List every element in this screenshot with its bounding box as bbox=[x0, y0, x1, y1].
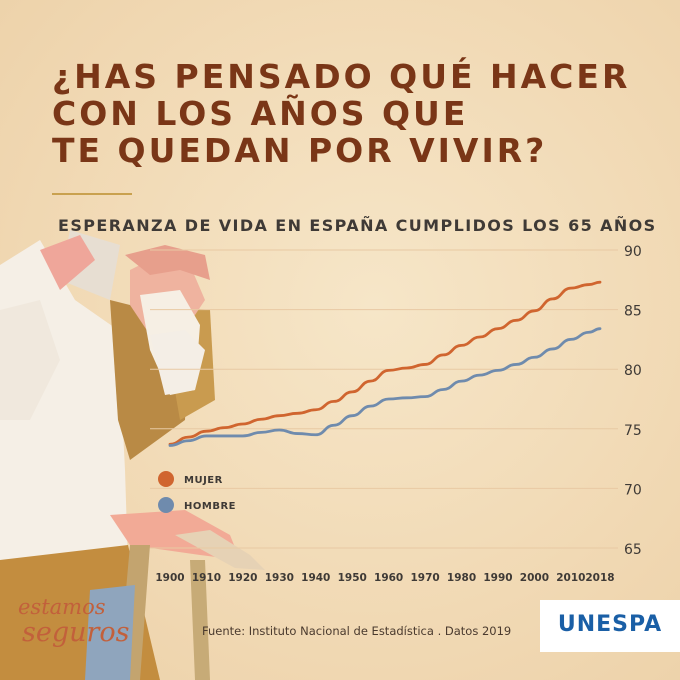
brand-logo-estamos-seguros: estamos seguros bbox=[18, 594, 130, 646]
x-tick-label-1960: 1960 bbox=[374, 572, 403, 584]
x-tick-label-1930: 1930 bbox=[265, 572, 294, 584]
x-tick-label-1990: 1990 bbox=[483, 572, 512, 584]
legend-marker-mujer bbox=[158, 471, 174, 487]
x-tick-label-1940: 1940 bbox=[301, 572, 330, 584]
brand-line-2: seguros bbox=[22, 617, 130, 648]
series-line-hombre bbox=[168, 327, 602, 447]
x-tick-label-1980: 1980 bbox=[447, 572, 476, 584]
y-tick-label-85: 85 bbox=[624, 304, 642, 320]
source-note: Fuente: Instituto Nacional de Estadístic… bbox=[202, 624, 512, 638]
headline-line-2: CON LOS AÑOS QUE bbox=[52, 94, 469, 133]
headline-line-1: ¿HAS PENSADO QUÉ HACER bbox=[52, 57, 631, 96]
series-line-mujer bbox=[168, 280, 602, 446]
x-tick-label-1970: 1970 bbox=[410, 572, 439, 584]
x-tick-label-1900: 1900 bbox=[155, 572, 184, 584]
headline: ¿HAS PENSADO QUÉ HACER CON LOS AÑOS QUE … bbox=[52, 58, 652, 169]
legend-label-mujer: MUJER bbox=[184, 475, 223, 486]
x-tick-label-1910: 1910 bbox=[192, 572, 221, 584]
x-tick-label-2000: 2000 bbox=[520, 572, 549, 584]
brand-line-1: estamos bbox=[18, 595, 106, 619]
y-tick-label-65: 65 bbox=[624, 542, 642, 558]
x-tick-label-1920: 1920 bbox=[228, 572, 257, 584]
divider-rule bbox=[52, 193, 132, 195]
unespa-logo: UNESPA bbox=[540, 600, 680, 652]
x-tick-label-1950: 1950 bbox=[338, 572, 367, 584]
headline-line-3: TE QUEDAN POR VIVIR? bbox=[52, 131, 548, 170]
y-tick-label-75: 75 bbox=[624, 423, 642, 439]
legend-marker-hombre bbox=[158, 497, 174, 513]
x-tick-label-2018: 2018 bbox=[585, 572, 614, 584]
y-tick-label-80: 80 bbox=[624, 363, 642, 379]
legend-label-hombre: HOMBRE bbox=[184, 501, 236, 512]
y-tick-label-70: 70 bbox=[624, 482, 642, 498]
chart-title: ESPERANZA DE VIDA EN ESPAÑA CUMPLIDOS LO… bbox=[58, 216, 657, 235]
x-tick-label-2010: 2010 bbox=[556, 572, 585, 584]
unespa-logo-text: UNESPA bbox=[557, 612, 663, 637]
y-tick-label-90: 90 bbox=[624, 244, 642, 260]
